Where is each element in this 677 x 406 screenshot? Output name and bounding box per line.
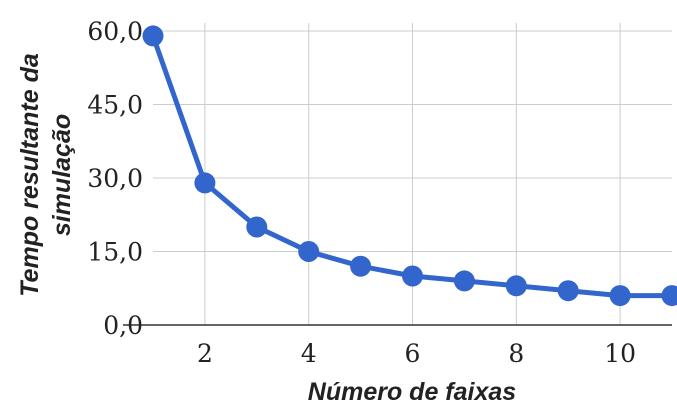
y-axis-title-line-1: Tempo resultante da — [16, 53, 44, 297]
data-point — [350, 255, 372, 277]
x-tick-label: 4 — [301, 339, 317, 368]
x-axis-title: Número de faixas — [308, 378, 517, 406]
series-layer — [142, 25, 677, 307]
x-tick-label: 10 — [604, 339, 636, 368]
y-tick-label: 60,0 — [87, 17, 143, 46]
data-point — [557, 280, 579, 302]
data-point — [194, 172, 216, 194]
data-point — [609, 285, 631, 307]
data-point — [453, 270, 475, 292]
y-tick-label: 0,0 — [103, 311, 143, 340]
data-point — [402, 265, 423, 287]
y-axis-title-line-2: simulação — [48, 114, 76, 236]
data-point — [246, 216, 268, 238]
x-tick-label: 2 — [197, 339, 213, 368]
x-tick-label: 8 — [508, 339, 524, 368]
y-tick-label: 15,0 — [87, 238, 143, 267]
data-point — [298, 241, 320, 262]
tick-labels: 0,0 15,0 30,0 45,0 60,0 2 4 6 8 10 — [87, 17, 636, 368]
y-tick-label: 45,0 — [87, 91, 143, 120]
y-tick-label: 30,0 — [87, 164, 143, 193]
data-point — [661, 285, 677, 307]
x-tick-label: 6 — [405, 339, 421, 368]
data-point — [505, 275, 527, 297]
data-point — [142, 25, 164, 47]
y-axis-title: Tempo resultante da simulação — [16, 53, 76, 297]
